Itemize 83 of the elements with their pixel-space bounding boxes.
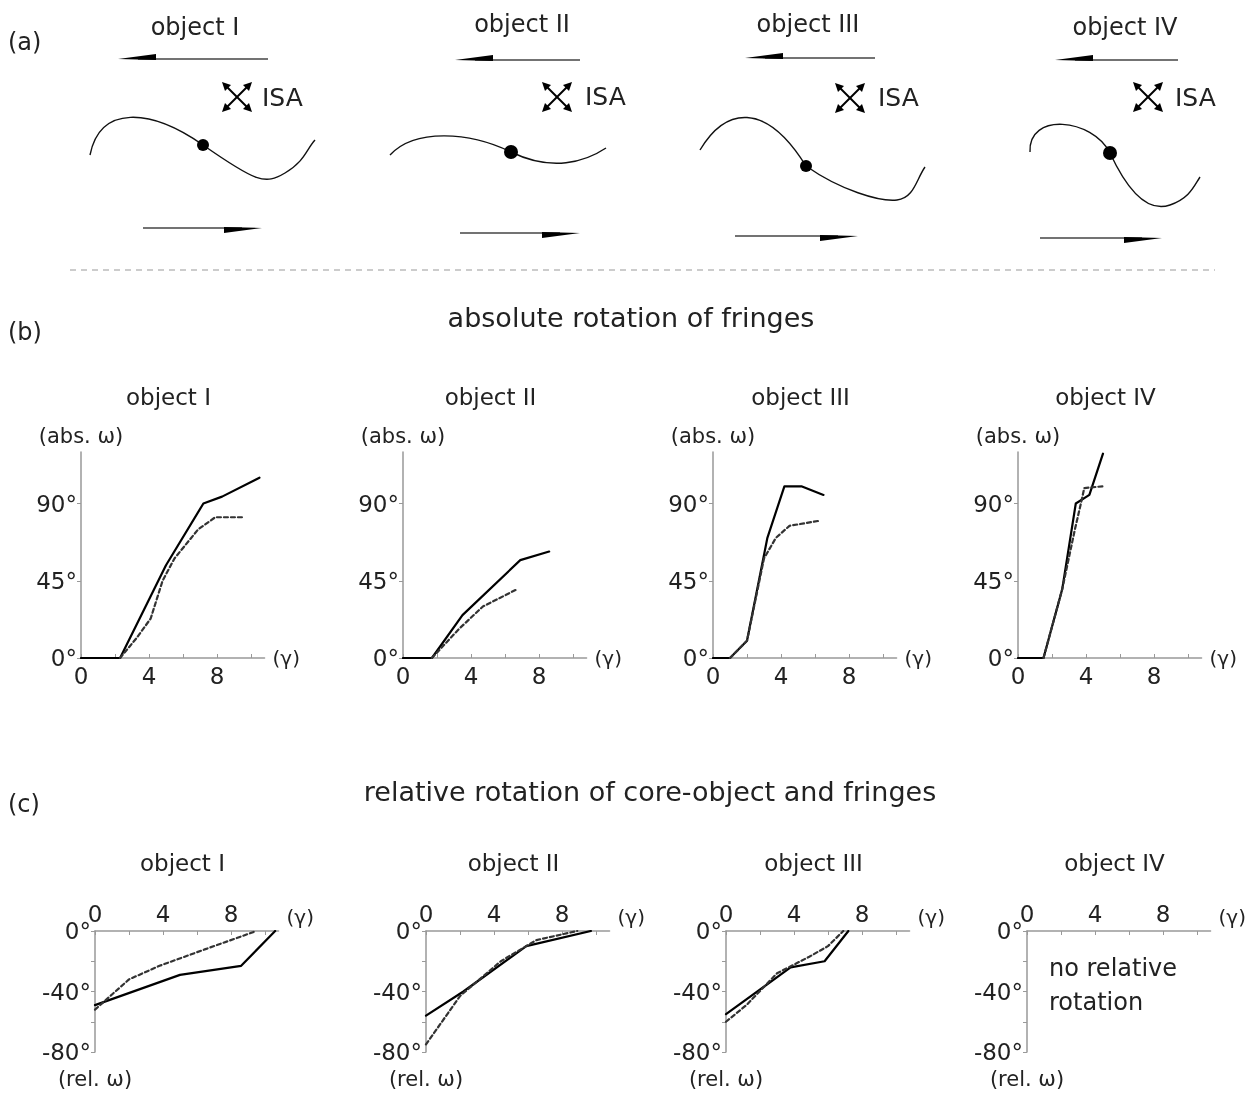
y-tick-label: -80° [973,1039,1023,1065]
x-tick-label: 4 [786,900,802,927]
x-tick-label: 4 [486,900,502,927]
y-axis-title: (rel. ω) [989,1066,1065,1091]
text: object IV [1072,13,1178,41]
y-tick-label: -40° [41,978,91,1005]
text: object II [474,10,570,38]
annotation: no relative rotation [1049,953,1179,1018]
x-tick-label: 4 [155,900,171,927]
chart-title: object IV [1064,849,1166,876]
text: ISA [878,83,919,112]
chart-title: object I [126,383,211,410]
y-tick-label: 0° [395,918,422,944]
line-series [430,588,518,660]
y-axis-title: (rel. ω) [388,1066,464,1091]
x-axis-title: (γ) [272,646,301,670]
chart-title: object IV [1055,383,1157,410]
line-series [401,550,551,660]
x-axis-title: (γ) [594,646,623,670]
y-tick-label: -80° [41,1039,91,1065]
line-series [118,516,246,660]
y-tick-label: -80° [672,1039,722,1065]
y-axis-title: (rel. ω) [57,1066,133,1091]
y-axis-title: (abs. ω) [670,423,756,448]
y-tick-label: 45° [36,567,77,594]
y-tick-label: 0° [996,918,1023,944]
chart-title: object II [444,383,537,410]
x-axis-title: (γ) [1209,646,1238,670]
chart-title: object III [751,383,850,410]
x-tick-label: 8 [223,900,239,927]
x-tick-label: 8 [1146,662,1162,689]
line-series [424,929,592,1017]
line-series [711,485,825,660]
line-series [1042,485,1105,660]
y-tick-label: 0° [695,918,722,944]
x-tick-label: 8 [1155,900,1171,927]
x-tick-label: 4 [141,662,157,689]
chart-title: object III [764,849,863,876]
x-tick-label: 8 [854,900,870,927]
y-tick-label: 45° [668,567,709,594]
text: object III [756,10,860,38]
line-series [728,519,822,660]
y-tick-label: 90° [973,490,1014,517]
x-tick-label: 8 [554,900,570,927]
y-tick-label: -80° [372,1039,422,1065]
x-tick-label: 4 [1078,662,1094,689]
line-series [424,929,579,1046]
text: (b) [8,318,42,346]
line-series [79,476,261,660]
y-tick-label: 90° [668,490,709,517]
x-tick-label: 4 [773,662,789,689]
y-tick-label: 45° [973,567,1014,594]
y-tick-label: 90° [36,490,77,517]
text: object I [150,13,240,41]
text: ISA [1175,83,1216,112]
text: relative rotation of core-object and fringes [363,776,937,807]
text: (c) [8,790,40,818]
y-tick-label: 90° [358,490,399,517]
x-tick-label: 8 [209,662,225,689]
x-axis-title: (γ) [917,905,946,929]
chart-title: object II [467,849,560,876]
x-tick-label: 8 [531,662,547,689]
chart-title: object I [140,849,225,876]
x-tick-label: 4 [1087,900,1103,927]
text: absolute rotation of fringes [447,302,815,333]
y-tick-label: -40° [372,978,422,1005]
y-axis-title: (abs. ω) [975,423,1061,448]
y-tick-label: -40° [973,978,1023,1005]
x-axis-title: (γ) [617,905,646,929]
x-tick-label: 8 [841,662,857,689]
y-tick-label: 45° [358,567,399,594]
text: ISA [262,83,303,112]
x-axis-title: (γ) [1218,905,1247,929]
x-axis-title: (γ) [286,905,315,929]
y-tick-label: 0° [64,918,91,944]
y-axis-title: (abs. ω) [38,423,124,448]
text: ISA [585,82,626,111]
text: (a) [8,28,42,56]
x-axis-title: (γ) [904,646,933,670]
y-axis-title: (abs. ω) [360,423,446,448]
y-axis-title: (rel. ω) [688,1066,764,1091]
x-tick-label: 4 [463,662,479,689]
y-tick-label: -40° [672,978,722,1005]
